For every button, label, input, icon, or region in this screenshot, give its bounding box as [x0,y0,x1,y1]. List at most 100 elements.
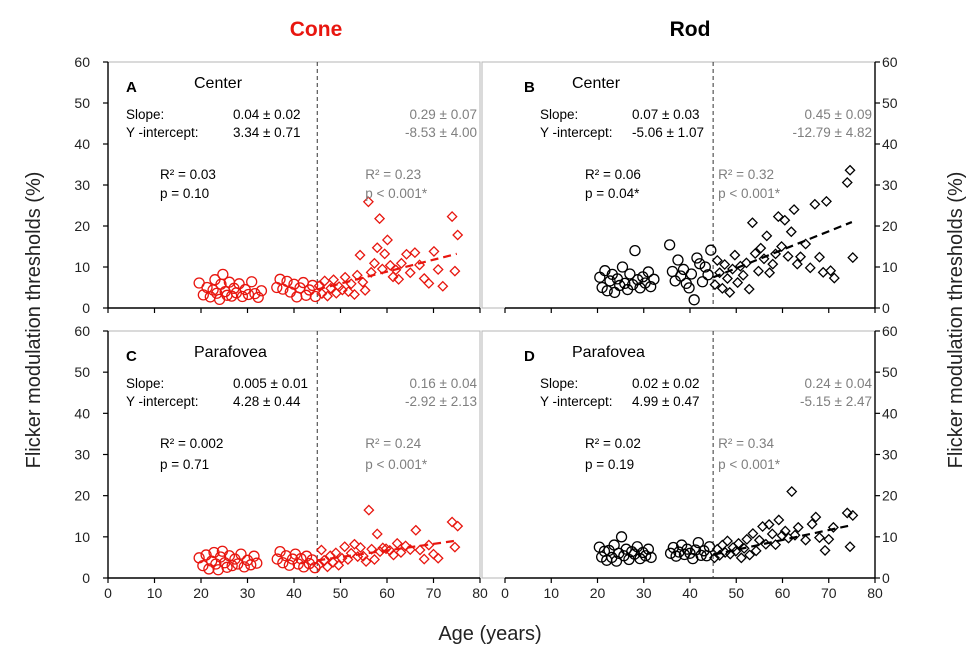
older-data-point [766,528,778,540]
older-data-point [800,534,812,546]
older-slope-value: 0.16 ± 0.04 [410,376,478,391]
cone-column-title: Cone [290,18,343,41]
young-data-point [300,550,313,562]
older-data-point [786,486,798,498]
older-data-point [333,559,345,571]
young-r-squared: R² = 0.03 [160,167,216,182]
young-data-point [615,531,628,543]
x-tick-label: 0 [501,585,509,601]
older-data-point [354,249,366,261]
older-data-point [823,533,835,545]
older-data-point [404,267,416,279]
x-tick-label: 60 [379,585,395,601]
older-data-point [750,545,762,557]
older-data-point [339,541,351,553]
older-data-point [393,273,405,285]
x-tick-label: 70 [821,585,837,601]
older-data-point [749,247,761,259]
x-tick-label: 30 [636,585,652,601]
y-tick-label: 60 [882,54,898,70]
young-p-value: p = 0.10 [160,186,209,201]
young-slope-value: 0.04 ± 0.02 [233,107,300,122]
slope-label: Slope: [126,376,164,391]
older-data-point [384,259,396,271]
older-data-point [418,553,430,565]
panel-title: Center [572,75,621,92]
older-data-point [732,277,744,289]
older-data-point [776,240,788,253]
young-data-point [306,279,319,292]
older-data-point [724,286,736,298]
older-data-point [400,540,412,552]
older-data-point [810,511,822,523]
older-data-point [844,541,856,553]
young-intercept-value: -5.06 ± 1.07 [632,125,704,140]
young-data-point [664,547,677,559]
older-data-point [747,528,759,540]
older-p-value: p < 0.001* [365,186,428,201]
older-data-point [763,518,775,531]
older-data-point [414,544,426,556]
young-data-point [645,551,657,564]
young-data-point [619,277,631,290]
older-r-squared: R² = 0.32 [718,167,774,182]
regression-fit-line [712,221,853,279]
y-tick-label: 0 [882,570,890,586]
older-data-point [313,559,325,571]
older-data-point [761,230,773,242]
x-tick-label: 80 [867,585,883,601]
older-data-point [316,288,328,300]
regression-fit-line [712,524,853,556]
older-data-point [825,265,837,277]
older-r-squared: R² = 0.24 [365,436,421,451]
regression-fit-line [317,539,457,562]
y-tick-label: 20 [74,218,90,234]
older-data-point [368,553,380,565]
older-data-point [319,275,331,287]
y-tick-label: 20 [882,218,898,234]
panel-b: 0 10 20 30 40 50 60 B Center Slope: Y -intercept: 0… [481,54,898,316]
x-axis-label: Age (years) [438,623,541,645]
slope-label: Slope: [126,107,164,122]
older-data-point [844,164,856,176]
young-data-point [236,290,249,303]
x-tick-label: 10 [543,585,559,601]
y-tick-label: 50 [74,95,90,111]
older-data-point [423,539,435,551]
young-data-point [642,266,655,278]
older-data-point [395,546,407,558]
y-tick-label: 40 [882,405,898,421]
young-data-point [645,281,657,293]
older-data-point [721,535,733,547]
y-tick-label: 40 [74,405,90,421]
older-data-point [449,265,461,277]
older-data-point [315,544,327,556]
older-data-point [746,217,758,229]
panel-letter: C [126,348,137,365]
y-tick-label: 10 [882,259,898,275]
older-data-point [327,556,339,568]
young-data-point [629,244,641,257]
older-data-point [847,509,859,521]
intercept-label: Y -intercept: [540,125,613,140]
young-data-point [292,558,304,570]
older-data-point [755,242,767,254]
young-slope-value: 0.005 ± 0.01 [233,376,308,391]
older-data-point [360,556,372,568]
y-tick-label: 60 [74,54,90,70]
x-tick-label: 50 [728,585,744,601]
older-data-point [362,196,374,208]
older-data-point [432,552,444,564]
older-data-point [428,245,440,257]
young-data-point [699,261,711,273]
y-tick-label: 30 [74,447,90,463]
older-data-point [359,284,371,296]
slope-label: Slope: [540,107,578,122]
older-data-point [733,537,745,549]
older-data-point [841,507,853,519]
older-data-point [782,250,794,262]
panel-title: Parafovea [572,344,645,361]
older-data-point [321,290,333,302]
older-r-squared: R² = 0.34 [718,436,774,451]
older-data-point [789,529,801,541]
